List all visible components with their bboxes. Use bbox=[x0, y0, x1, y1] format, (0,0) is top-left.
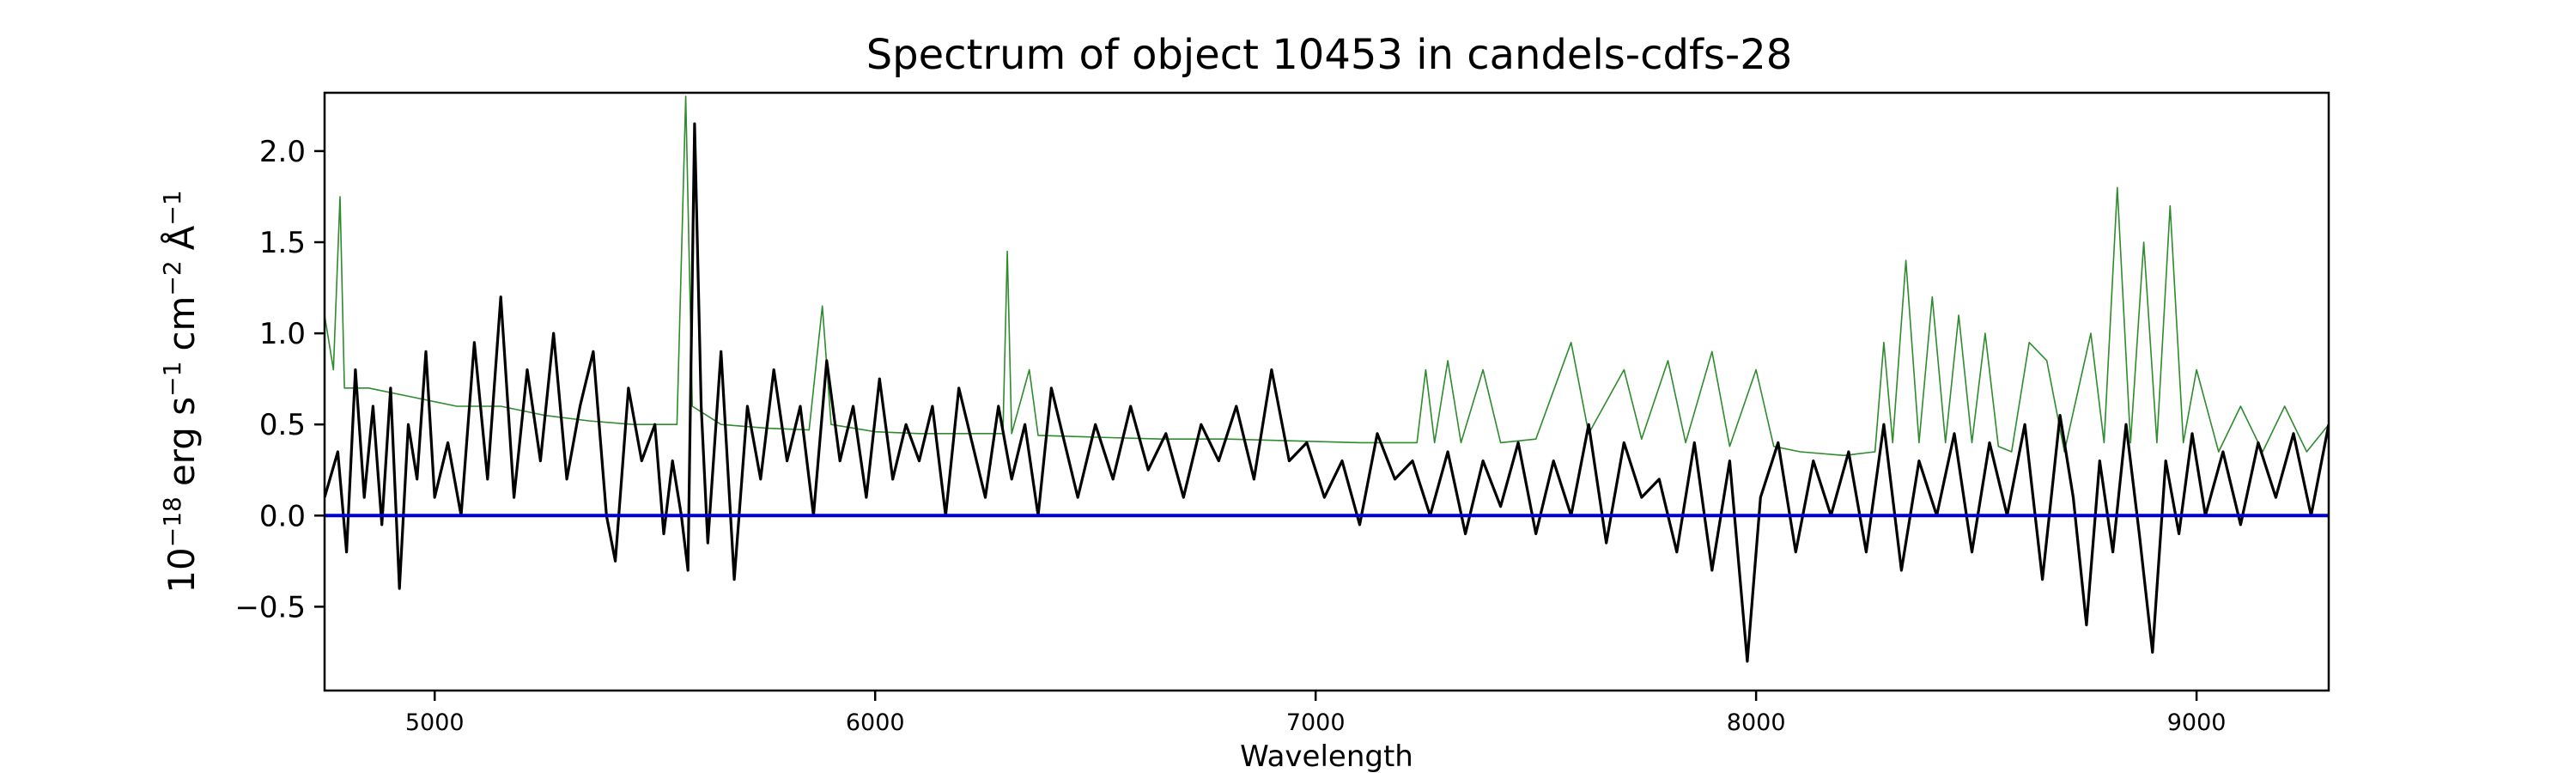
series-error-line bbox=[325, 95, 2329, 457]
y-tick-label: −0.5 bbox=[234, 590, 306, 624]
x-tick-label: 7000 bbox=[1286, 709, 1346, 736]
y-tick-label: 0.0 bbox=[259, 499, 306, 533]
x-axis: 5000 6000 7000 8000 9000 bbox=[405, 691, 2227, 736]
x-tick-label: 5000 bbox=[405, 709, 465, 736]
y-tick-label: 2.0 bbox=[259, 135, 306, 169]
chart-title: Spectrum of object 10453 in candels-cdfs… bbox=[866, 31, 1793, 79]
y-tick-label: 1.0 bbox=[259, 317, 306, 351]
y-axis: −0.5 0.0 0.5 1.0 1.5 2.0 bbox=[234, 135, 325, 624]
x-axis-label: Wavelength bbox=[1240, 740, 1413, 773]
series-flux-line bbox=[325, 122, 2329, 663]
x-tick-label: 6000 bbox=[846, 709, 905, 736]
plot-frame bbox=[323, 91, 2330, 692]
y-tick-label: 0.5 bbox=[259, 408, 306, 442]
y-axis-label: 10−18erg s−1cm−2Å−1 bbox=[158, 190, 203, 593]
x-tick-label: 9000 bbox=[2167, 709, 2227, 736]
y-tick-label: 1.5 bbox=[259, 226, 306, 260]
x-tick-label: 8000 bbox=[1727, 709, 1786, 736]
series-layer bbox=[325, 95, 2329, 663]
